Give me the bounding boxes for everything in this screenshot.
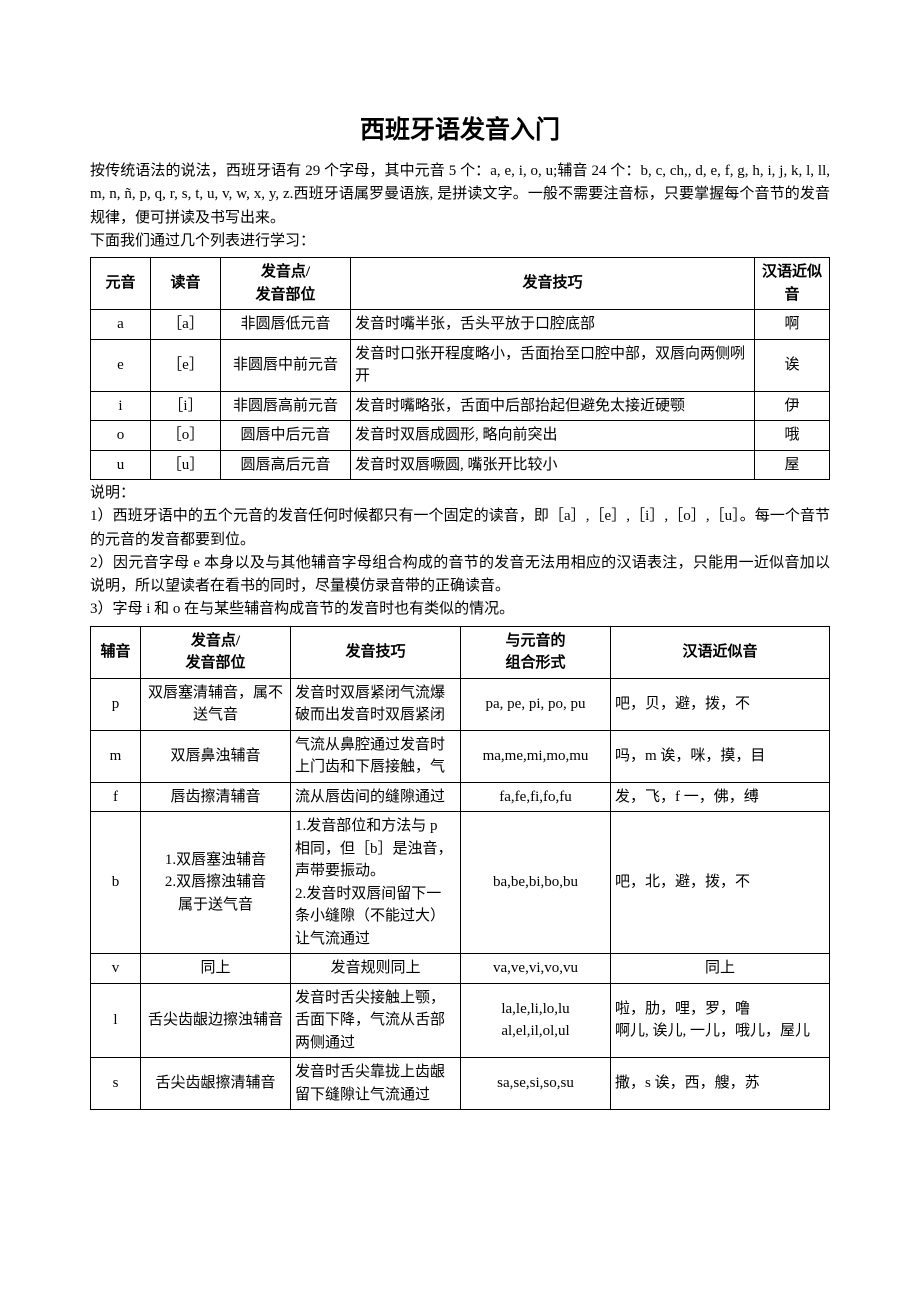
cell: 发音时嘴半张，舌头平放于口腔底部 (351, 310, 755, 340)
cell: 双唇鼻浊辅音 (141, 730, 291, 782)
table-row: 元音 读音 发音点/发音部位 发音技巧 汉语近似音 (91, 258, 830, 310)
cell: v (91, 954, 141, 984)
cell: 同上 (611, 954, 830, 984)
table-row: l 舌尖齿龈边擦浊辅音 发音时舌尖接触上颚，舌面下降，气流从舌部两侧通过 la,… (91, 983, 830, 1058)
cell: 哦 (755, 421, 830, 451)
col-header: 汉语近似音 (611, 626, 830, 678)
cell: 伊 (755, 391, 830, 421)
cell: 吧，北，避，拨，不 (611, 812, 830, 954)
col-header: 发音点/发音部位 (221, 258, 351, 310)
consonant-table: 辅音 发音点/发音部位 发音技巧 与元音的组合形式 汉语近似音 p 双唇塞清辅音… (90, 626, 830, 1111)
table-row: i ［i］ 非圆唇高前元音 发音时嘴略张，舌面中后部抬起但避免太接近硬颚 伊 (91, 391, 830, 421)
note-3: 3）字母 i 和 o 在与某些辅音构成音节的发音时也有类似的情况。 (90, 598, 830, 621)
cell: 同上 (141, 954, 291, 984)
intro-paragraph-2: 下面我们通过几个列表进行学习： (90, 230, 830, 253)
col-header: 发音点/发音部位 (141, 626, 291, 678)
cell: ba,be,bi,bo,bu (461, 812, 611, 954)
vowel-table: 元音 读音 发音点/发音部位 发音技巧 汉语近似音 a ［a］ 非圆唇低元音 发… (90, 257, 830, 480)
cell: ［u］ (151, 450, 221, 480)
cell: 屋 (755, 450, 830, 480)
table-row: m 双唇鼻浊辅音 气流从鼻腔通过发音时上门齿和下唇接触，气 ma,me,mi,m… (91, 730, 830, 782)
cell: p (91, 678, 141, 730)
cell: 1.发音部位和方法与 p 相同，但［b］是浊音，声带要振动。2.发音时双唇间留下… (291, 812, 461, 954)
cell: 非圆唇中前元音 (221, 339, 351, 391)
table-row: u ［u］ 圆唇高后元音 发音时双唇噘圆, 嘴张开比较小 屋 (91, 450, 830, 480)
note-2: 2）因元音字母 e 本身以及与其他辅音字母组合构成的音节的发音无法用相应的汉语表… (90, 552, 830, 599)
col-header: 元音 (91, 258, 151, 310)
cell: 发音规则同上 (291, 954, 461, 984)
note-1: 1）西班牙语中的五个元音的发音任何时候都只有一个固定的读音，即［a］,［e］,［… (90, 505, 830, 552)
table-row: o ［o］ 圆唇中后元音 发音时双唇成圆形, 略向前突出 哦 (91, 421, 830, 451)
cell: 啦，肋，哩，罗，噜啊儿, 诶儿, 一儿，哦儿，屋儿 (611, 983, 830, 1058)
cell: i (91, 391, 151, 421)
cell: f (91, 782, 141, 812)
cell: 吧，贝，避，拨，不 (611, 678, 830, 730)
cell: 啊 (755, 310, 830, 340)
cell: 发，飞，f 一，佛，缚 (611, 782, 830, 812)
cell: m (91, 730, 141, 782)
notes-label: 说明： (90, 482, 830, 505)
cell: 舌尖齿龈擦清辅音 (141, 1058, 291, 1110)
cell: 发音时口张开程度略小，舌面抬至口腔中部，双唇向两侧咧开 (351, 339, 755, 391)
cell: 舌尖齿龈边擦浊辅音 (141, 983, 291, 1058)
cell: 发音时舌尖接触上颚，舌面下降，气流从舌部两侧通过 (291, 983, 461, 1058)
cell: a (91, 310, 151, 340)
cell: la,le,li,lo,lual,el,il,ol,ul (461, 983, 611, 1058)
cell: 吗，m 诶，咪，摸，目 (611, 730, 830, 782)
col-header: 与元音的组合形式 (461, 626, 611, 678)
table-row: a ［a］ 非圆唇低元音 发音时嘴半张，舌头平放于口腔底部 啊 (91, 310, 830, 340)
cell: ［o］ (151, 421, 221, 451)
cell: 流从唇齿间的缝隙通过 (291, 782, 461, 812)
cell: 非圆唇高前元音 (221, 391, 351, 421)
cell: ［e］ (151, 339, 221, 391)
col-header: 读音 (151, 258, 221, 310)
document-page: 西班牙语发音入门 按传统语法的说法，西班牙语有 29 个字母，其中元音 5 个：… (0, 0, 920, 1172)
page-title: 西班牙语发音入门 (90, 110, 830, 146)
cell: pa, pe, pi, po, pu (461, 678, 611, 730)
cell: u (91, 450, 151, 480)
cell: ［i］ (151, 391, 221, 421)
cell: sa,se,si,so,su (461, 1058, 611, 1110)
cell: 发音时嘴略张，舌面中后部抬起但避免太接近硬颚 (351, 391, 755, 421)
cell: fa,fe,fi,fo,fu (461, 782, 611, 812)
cell: o (91, 421, 151, 451)
cell: 气流从鼻腔通过发音时上门齿和下唇接触，气 (291, 730, 461, 782)
cell: 诶 (755, 339, 830, 391)
table-row: p 双唇塞清辅音，属不送气音 发音时双唇紧闭气流爆破而出发音时双唇紧闭 pa, … (91, 678, 830, 730)
cell: e (91, 339, 151, 391)
cell: 发音时舌尖靠拢上齿龈留下缝隙让气流通过 (291, 1058, 461, 1110)
cell: 发音时双唇噘圆, 嘴张开比较小 (351, 450, 755, 480)
col-header: 汉语近似音 (755, 258, 830, 310)
cell: 1.双唇塞浊辅音2.双唇擦浊辅音属于送气音 (141, 812, 291, 954)
table-row: 辅音 发音点/发音部位 发音技巧 与元音的组合形式 汉语近似音 (91, 626, 830, 678)
table-row: f 唇齿擦清辅音 流从唇齿间的缝隙通过 fa,fe,fi,fo,fu 发，飞，f… (91, 782, 830, 812)
table-row: v 同上 发音规则同上 va,ve,vi,vo,vu 同上 (91, 954, 830, 984)
cell: 发音时双唇紧闭气流爆破而出发音时双唇紧闭 (291, 678, 461, 730)
cell: 发音时双唇成圆形, 略向前突出 (351, 421, 755, 451)
cell: l (91, 983, 141, 1058)
cell: 撒，s 诶，西，艘，苏 (611, 1058, 830, 1110)
cell: ［a］ (151, 310, 221, 340)
col-header: 发音技巧 (291, 626, 461, 678)
cell: va,ve,vi,vo,vu (461, 954, 611, 984)
cell: b (91, 812, 141, 954)
intro-paragraph-1: 按传统语法的说法，西班牙语有 29 个字母，其中元音 5 个：a, e, i, … (90, 160, 830, 230)
table-row: e ［e］ 非圆唇中前元音 发音时口张开程度略小，舌面抬至口腔中部，双唇向两侧咧… (91, 339, 830, 391)
table-row: b 1.双唇塞浊辅音2.双唇擦浊辅音属于送气音 1.发音部位和方法与 p 相同，… (91, 812, 830, 954)
cell: ma,me,mi,mo,mu (461, 730, 611, 782)
cell: 圆唇高后元音 (221, 450, 351, 480)
col-header: 辅音 (91, 626, 141, 678)
cell: 非圆唇低元音 (221, 310, 351, 340)
col-header: 发音技巧 (351, 258, 755, 310)
cell: s (91, 1058, 141, 1110)
cell: 双唇塞清辅音，属不送气音 (141, 678, 291, 730)
cell: 圆唇中后元音 (221, 421, 351, 451)
notes-block: 说明： 1）西班牙语中的五个元音的发音任何时候都只有一个固定的读音，即［a］,［… (90, 482, 830, 622)
table-row: s 舌尖齿龈擦清辅音 发音时舌尖靠拢上齿龈留下缝隙让气流通过 sa,se,si,… (91, 1058, 830, 1110)
cell: 唇齿擦清辅音 (141, 782, 291, 812)
